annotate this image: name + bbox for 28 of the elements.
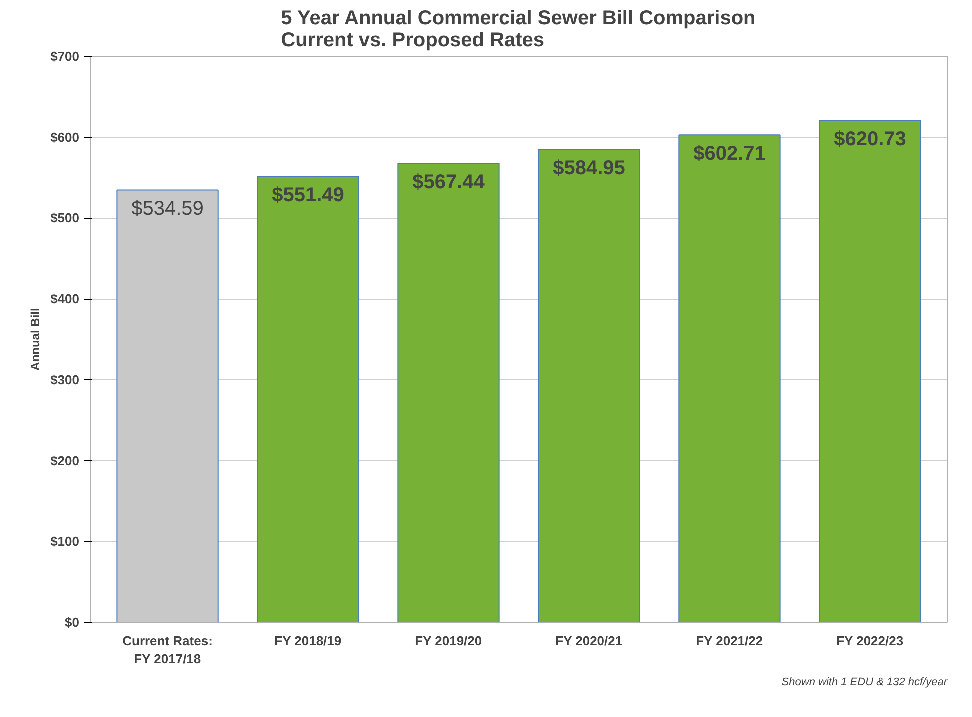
data-label: $584.95 <box>553 158 626 180</box>
bar <box>257 176 360 622</box>
y-tick-label: $500 <box>50 210 80 226</box>
y-tick-label: $0 <box>65 615 80 630</box>
bar <box>678 134 781 622</box>
y-tick-label: $600 <box>50 130 80 145</box>
x-tick-label: FY 2019/20 <box>415 634 482 648</box>
x-tick-label: FY 2018/19 <box>274 634 342 648</box>
y-axis-title: Annual Bill <box>28 308 43 371</box>
y-tick-label: $100 <box>50 534 80 550</box>
y-tick-label: $300 <box>50 372 80 388</box>
text: Shown with 1 EDU & 132 hcf/year <box>782 676 949 688</box>
chart-title: 5 Year Annual Commercial Sewer Bill Comparison Current vs. Proposed Rates <box>281 8 756 52</box>
bar <box>398 163 500 622</box>
data-label: $551.49 <box>272 184 344 207</box>
data-label: $602.71 <box>694 143 766 166</box>
data-label: $620.73 <box>834 128 906 151</box>
x-tick-label: FY 2020/21 <box>556 634 623 648</box>
x-tick-label: Current Rates: FY 2017/18 <box>122 634 213 666</box>
data-label: $534.59 <box>132 198 204 220</box>
y-tick-label: $400 <box>50 292 80 307</box>
bar <box>819 120 922 622</box>
x-tick-label: FY 2021/22 <box>696 634 764 648</box>
data-label: $567.44 <box>412 172 486 194</box>
y-tick-label: $700 <box>50 49 80 64</box>
y-tick-label: $200 <box>50 453 80 468</box>
x-tick-label: FY 2022/23 <box>836 634 904 648</box>
bar <box>538 149 640 622</box>
